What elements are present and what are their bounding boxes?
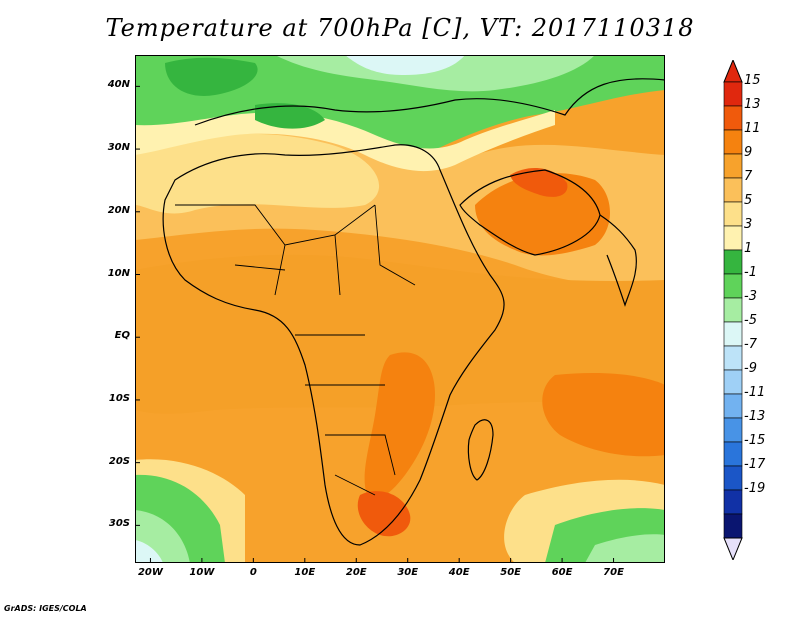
colorbar-label: -15: [744, 433, 766, 448]
temperature-contour-5c-south: [135, 459, 665, 563]
temperature-contour-minus3c-south: [135, 540, 163, 563]
temperature-contour-minus1c: [275, 55, 595, 92]
lat-label: 30N: [107, 142, 130, 154]
colorbar-label: 1: [744, 241, 753, 256]
temperature-contour-3c-green: [165, 57, 325, 129]
map-ticks: [135, 85, 615, 563]
colorbar-label: -13: [744, 409, 766, 424]
coastline-europe: [194, 78, 665, 126]
colorbar-label: 11: [744, 121, 761, 136]
temperature-contour-13c-south: [357, 491, 411, 537]
colorbar-segment: [723, 393, 743, 419]
coastline-madagascar: [467, 419, 494, 481]
lat-label: 10N: [107, 267, 130, 279]
colorbar-label: -9: [744, 361, 757, 376]
coastline-india: [599, 214, 637, 307]
temperature-contour-9c-tropics: [135, 254, 665, 414]
colorbar-label: 15: [744, 73, 761, 88]
lat-label: 20N: [107, 204, 130, 216]
colorbar-label: -17: [744, 457, 766, 472]
lon-label: 20E: [345, 567, 367, 578]
colorbar-segment: [723, 297, 743, 323]
temperature-contour-13c-arabia: [510, 168, 568, 197]
colorbar-segment: [723, 105, 743, 131]
colorbar-label: -19: [744, 481, 766, 496]
colorbar-label: -7: [744, 337, 757, 352]
colorbar-segment: [723, 177, 743, 203]
colorbar-label: 9: [744, 145, 753, 160]
colorbar-min-arrow: [723, 537, 743, 560]
lon-label: 0: [249, 567, 257, 578]
lat-label: 10S: [108, 392, 130, 404]
lon-label: 60E: [551, 567, 573, 578]
lon-label: 70E: [603, 567, 624, 578]
colorbar-max-arrow: [723, 60, 743, 83]
colorbar-segment: [723, 417, 743, 443]
coastline-africa: [162, 144, 505, 546]
credit-text: GrADS: IGES/COLA: [4, 604, 87, 613]
temperature-contour-11c-east: [364, 352, 435, 499]
lon-label: 10E: [294, 567, 316, 578]
temperature-contour-11c-indian: [542, 373, 665, 457]
colorbar-segment: [723, 345, 743, 371]
colorbar-segment: [723, 489, 743, 515]
colorbar-segment: [723, 129, 743, 155]
lon-label: 20W: [137, 567, 163, 578]
country-borders: [175, 204, 416, 496]
map-frame: [135, 55, 665, 563]
colorbar-label: -3: [744, 289, 757, 304]
temperature-contour-5c: [135, 133, 380, 214]
lon-label: 30E: [397, 567, 419, 578]
lat-label: 40N: [107, 79, 130, 91]
lat-label: 30S: [108, 518, 130, 530]
temperature-contour-minus1c-south: [135, 510, 665, 563]
colorbar-label: -11: [744, 385, 766, 400]
temperature-map: [135, 55, 665, 563]
colorbar-label: 3: [744, 217, 753, 232]
colorbar-label: 7: [744, 169, 753, 184]
lon-label: 40E: [448, 567, 470, 578]
colorbar-segment: [723, 369, 743, 395]
colorbar-label: 5: [744, 193, 753, 208]
lon-label: 50E: [500, 567, 521, 578]
colorbar-segment: [723, 273, 743, 299]
colorbar-label: -5: [744, 313, 757, 328]
temperature-contour-minus3c: [345, 55, 465, 75]
colorbar-segment: [723, 321, 743, 347]
colorbar-segment: [723, 465, 743, 491]
colorbar-label: -1: [744, 265, 757, 280]
temperature-contour-11c-arabia: [475, 173, 610, 256]
temperature-contour-3c: [135, 110, 555, 172]
map-title: Temperature at 700hPa [C], VT: 201711031…: [105, 14, 695, 42]
lon-label: 10W: [189, 567, 215, 578]
lat-label: 20S: [108, 455, 130, 467]
colorbar-segment: [723, 81, 743, 107]
colorbar-segment: [723, 225, 743, 251]
colorbar-label: 13: [744, 97, 761, 112]
colorbar-segment: [723, 441, 743, 467]
lat-label: EQ: [114, 330, 130, 342]
temperature-colorbar: [723, 60, 743, 560]
colorbar-segment: [723, 153, 743, 179]
colorbar-segment: [723, 249, 743, 275]
colorbar-segment: [723, 201, 743, 227]
colorbar-segment: [723, 513, 743, 539]
coastline-arabia: [459, 169, 601, 256]
